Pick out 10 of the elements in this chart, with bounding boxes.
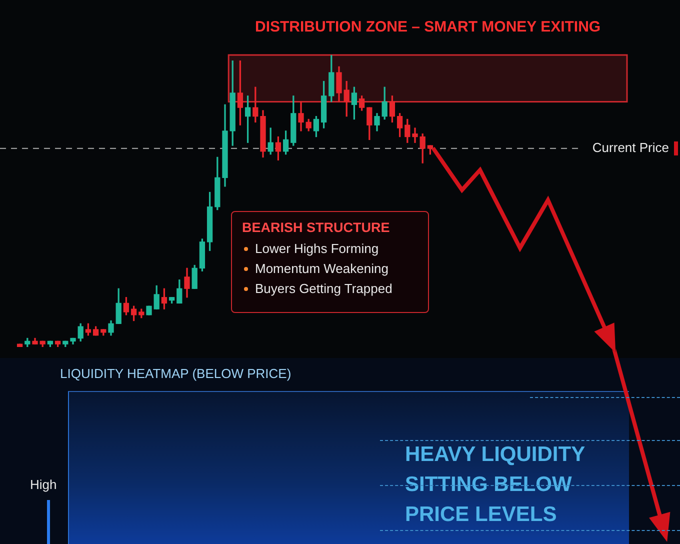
text: HEAVY LIQUIDITY SITTING BELOW PRICE LEVELS — [405, 442, 586, 528]
band-label: DISTRIBUTION ZONE – SMART MONEY EXITING — [255, 18, 601, 36]
annotation: Lower Highs Forming — [254, 241, 380, 256]
annotation: Momentum Weakening — [254, 261, 390, 276]
text: LIQUIDITY HEATMAP (BELOW PRICE) — [60, 366, 292, 381]
annotation: Buyers Getting Trapped — [254, 281, 394, 296]
ref-line-label: Current Price — [592, 140, 669, 156]
annotation: BEARISH STRUCTURE — [242, 220, 391, 235]
text: High — [30, 477, 57, 492]
candlestick — [412, 128, 418, 143]
